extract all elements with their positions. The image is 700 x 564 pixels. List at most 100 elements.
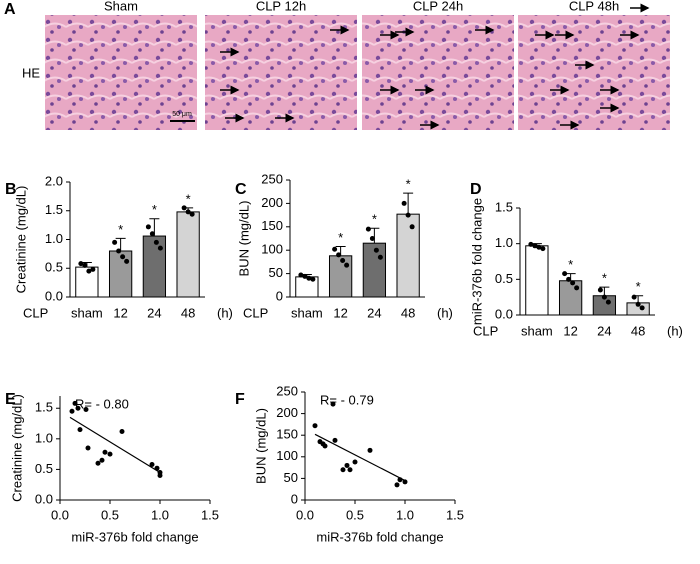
significance: *: [372, 212, 377, 227]
data-point: [185, 209, 191, 215]
column-label: Sham: [104, 0, 138, 13]
data-point: [344, 462, 350, 468]
error-bar: [369, 227, 380, 244]
data-point: [352, 459, 358, 465]
data-point: [540, 246, 546, 252]
y-tick-label: 0.5: [45, 260, 63, 275]
data-point: [330, 401, 336, 407]
x-tick-label: sham: [521, 323, 553, 338]
x-tick-label: 1.0: [151, 507, 169, 522]
column-label: CLP 48h: [569, 0, 619, 13]
panel-letter: D: [470, 181, 482, 198]
annotation: R= - 0.79: [320, 392, 374, 407]
data-point: [394, 482, 400, 488]
data-point: [86, 268, 92, 274]
data-point: [72, 400, 78, 406]
x-tick-label: 0.0: [51, 507, 69, 522]
y-axis-label: Creatinine (mg/dL): [9, 394, 24, 502]
bar: [396, 213, 420, 298]
y-tick-label: 200: [276, 405, 298, 420]
data-point: [149, 462, 155, 468]
x-axis-label: miR-376b fold change: [71, 529, 198, 544]
data-point: [566, 276, 572, 282]
panel-letter: F: [235, 391, 245, 408]
histology-image: [45, 15, 197, 130]
data-point: [340, 257, 346, 263]
error-bar: [403, 192, 414, 215]
x-tick-label: 1.5: [446, 507, 464, 522]
data-point: [153, 239, 159, 245]
y-axis-label: BUN (mg/dL): [253, 408, 268, 484]
x-tick-label: 1.0: [396, 507, 414, 522]
histology-image: [205, 15, 357, 130]
panel-letter: A: [4, 1, 16, 18]
data-point: [605, 299, 611, 305]
data-point: [77, 427, 83, 433]
y-tick-label: 2.0: [45, 173, 63, 188]
y-axis-label: Creatinine (mg/dL): [13, 186, 28, 294]
data-point: [302, 273, 308, 279]
x-prefix: CLP: [23, 305, 48, 320]
significance: *: [602, 271, 607, 286]
significance: *: [406, 177, 411, 192]
x-suffix: (h): [667, 323, 683, 338]
data-point: [536, 244, 542, 250]
data-point: [120, 254, 126, 260]
data-point: [401, 200, 407, 206]
column-label: CLP 24h: [413, 0, 463, 13]
data-point: [405, 212, 411, 218]
y-tick-label: 0.0: [495, 306, 513, 321]
error-bar: [599, 286, 610, 296]
y-tick-label: 150: [276, 427, 298, 442]
x-tick-label: 12: [113, 305, 127, 320]
bar: [525, 245, 549, 316]
histology-image: [518, 15, 670, 130]
data-point: [82, 262, 88, 268]
x-tick-label: 0.5: [346, 507, 364, 522]
y-axis-label: BUN (mg/dL): [236, 201, 251, 277]
data-point: [69, 408, 75, 414]
data-point: [365, 226, 371, 232]
x-tick-label: 12: [333, 305, 347, 320]
x-axis-label: miR-376b fold change: [316, 529, 443, 544]
y-tick-label: 1.0: [495, 235, 513, 250]
data-point: [574, 285, 580, 291]
data-point: [322, 443, 328, 449]
x-tick-label: 48: [181, 305, 195, 320]
x-prefix: CLP: [473, 323, 498, 338]
x-tick-label: 12: [563, 323, 577, 338]
significance: *: [186, 191, 191, 206]
error-bar: [115, 237, 126, 251]
data-point: [145, 224, 151, 230]
data-point: [631, 294, 637, 300]
annotation: R= - 0.80: [75, 396, 129, 411]
data-point: [570, 280, 576, 286]
y-tick-label: 250: [261, 171, 283, 186]
data-point: [102, 449, 108, 455]
panel-letter: E: [5, 391, 16, 408]
y-tick-label: 1.5: [35, 400, 53, 415]
data-point: [369, 236, 375, 241]
data-point: [85, 445, 91, 451]
data-point: [189, 211, 195, 217]
histology-image: [362, 15, 514, 130]
data-point: [157, 473, 163, 479]
y-tick-label: 0.0: [35, 491, 53, 506]
significance: *: [152, 202, 157, 217]
x-tick-label: 0.5: [101, 507, 119, 522]
data-point: [639, 305, 645, 311]
fit-line: [314, 433, 406, 482]
data-point: [635, 301, 641, 307]
x-tick-label: 48: [631, 323, 645, 338]
data-point: [83, 406, 89, 412]
y-tick-label: 100: [261, 242, 283, 257]
y-tick-label: 50: [284, 470, 298, 485]
data-point: [373, 247, 379, 253]
data-point: [310, 276, 316, 282]
y-tick-label: 150: [261, 218, 283, 233]
data-point: [601, 294, 607, 300]
significance: *: [338, 230, 343, 245]
data-point: [409, 224, 415, 230]
bar: [558, 280, 583, 316]
